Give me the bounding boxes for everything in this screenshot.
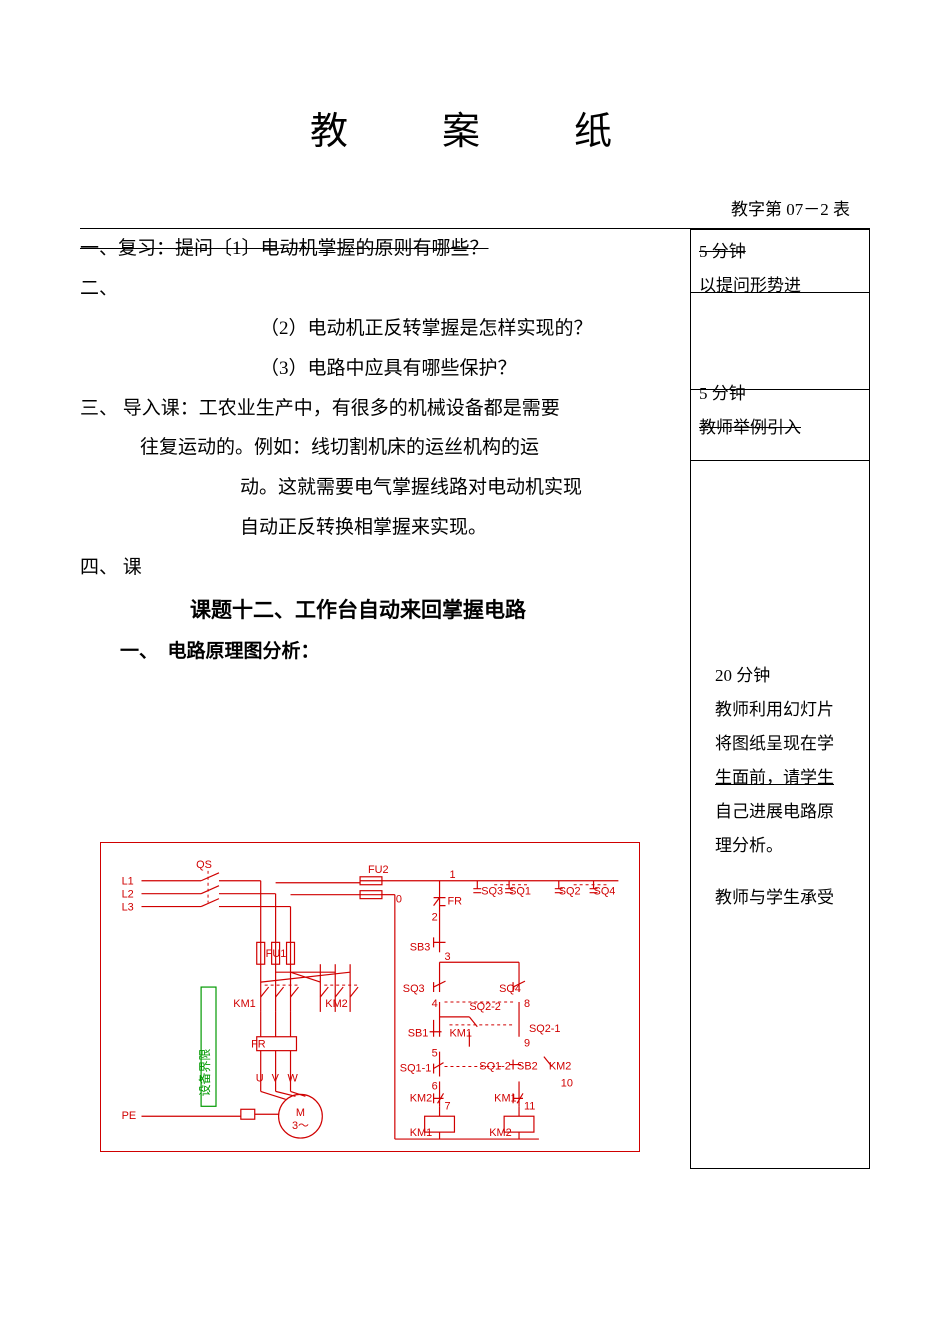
n0: 0 <box>396 894 402 906</box>
sq11-label: SQ1-1 <box>400 1063 432 1075</box>
u-label: U <box>256 1072 264 1084</box>
intro-line-4: 自动正反转换相掌握来实现。 <box>80 508 680 548</box>
content-wrap: 一、复习：提问〔1〕电动机掌握的原则有哪些？ 二、 （2）电动机正反转掌握是怎样… <box>80 228 870 1169</box>
l1-label: L1 <box>122 876 134 888</box>
n5: 5 <box>432 1048 438 1060</box>
n4: 4 <box>432 998 438 1010</box>
question-3: （3）电路中应具有哪些保护？ <box>80 349 680 389</box>
km2-coil-label: KM2 <box>489 1127 511 1139</box>
n2: 2 <box>432 911 438 923</box>
sq22-label: SQ2-2 <box>469 1001 501 1013</box>
sb2-label: SB2 <box>517 1061 538 1073</box>
n1: 1 <box>449 869 455 881</box>
intro-line-2: 往复运动的。例如：线切割机床的运丝机构的运 <box>80 428 680 468</box>
w-label: W <box>288 1072 299 1084</box>
sb1-label: SB1 <box>408 1028 429 1040</box>
sq4-label: SQ4 <box>594 886 616 898</box>
m3-label: 3～ <box>292 1120 309 1132</box>
num-4: 四、 课 <box>80 548 680 588</box>
review-heading: 一、复习：提问〔1〕电动机掌握的原则有哪些？ <box>80 229 680 269</box>
form-number: 教字第 07－2 表 <box>80 195 850 220</box>
n9: 9 <box>524 1038 530 1050</box>
sq2-label: SQ2 <box>559 886 581 898</box>
side-box-2 <box>690 389 870 461</box>
km1-coil-label: KM1 <box>410 1127 432 1139</box>
n11: 11 <box>524 1100 535 1112</box>
fr-main-label: FR <box>251 1039 266 1051</box>
pe-label: PE <box>122 1110 137 1122</box>
sq1-label: SQ1 <box>509 886 531 898</box>
km2-main-label: KM2 <box>325 998 347 1010</box>
sq3-label: SQ3 <box>481 886 503 898</box>
km1-aux-label: KM1 <box>449 1028 471 1040</box>
n6: 6 <box>432 1080 438 1092</box>
fr-ctrl-label: FR <box>447 896 462 908</box>
m-label: M <box>296 1107 305 1119</box>
side-column: 5 分钟 以提问形势进 5 分钟 教师举例引入 20 分钟 教师利用幻灯片 将图… <box>690 229 870 1169</box>
intro-line-3: 动。这就需要电气掌握线路对电动机实现 <box>80 468 680 508</box>
qs-label: QS <box>196 859 212 871</box>
l3-label: L3 <box>122 902 134 914</box>
side-note-3d: 自己进展电路原 <box>699 795 861 829</box>
km2-nc-label: KM2 <box>410 1092 432 1104</box>
question-2: （2）电动机正反转掌握是怎样实现的？ <box>80 309 680 349</box>
sb3-label: SB3 <box>410 941 431 953</box>
n8: 8 <box>524 998 530 1010</box>
fu2-label: FU2 <box>368 864 389 876</box>
l2-label: L2 <box>122 889 134 901</box>
review-text: 一、复习：提问〔1〕电动机掌握的原则有哪些？ <box>80 238 489 259</box>
side-note-3e: 理分析。 <box>699 829 861 863</box>
topic-title: 课题十二、工作台自动来回掌握电路 <box>80 588 680 632</box>
side-note-3b: 将图纸呈现在学 <box>699 727 861 761</box>
circuit-svg: 设备界限 L1 L2 L3 QS <box>101 843 639 1151</box>
intro-heading: 三、 导入课：工农业生产中，有很多的机械设备都是需要 <box>80 389 680 429</box>
side-note-3f: 教师与学生承受 <box>699 881 861 915</box>
page-title: 教 案 纸 <box>80 100 870 155</box>
side-note-3c: 生面前，请学生 <box>699 761 861 795</box>
num-2: 二、 <box>80 269 680 309</box>
n3: 3 <box>445 951 451 963</box>
sq3-nc-label: SQ3 <box>403 983 425 995</box>
n7: 7 <box>445 1100 451 1112</box>
sq21-label: SQ2-1 <box>529 1023 561 1035</box>
km1-main-label: KM1 <box>233 998 255 1010</box>
n10: 10 <box>561 1077 573 1089</box>
km2-aux-label: KM2 <box>549 1061 571 1073</box>
page: 教 案 纸 教字第 07－2 表 一、复习：提问〔1〕电动机掌握的原则有哪些？ … <box>0 0 950 1209</box>
side-time-3: 20 分钟 <box>699 659 861 693</box>
circuit-diagram: 设备界限 L1 L2 L3 QS <box>100 842 640 1152</box>
main-column: 一、复习：提问〔1〕电动机掌握的原则有哪些？ 二、 （2）电动机正反转掌握是怎样… <box>80 229 690 1169</box>
side-note-3a: 教师利用幻灯片 <box>699 693 861 727</box>
analysis-heading: 一、 电路原理图分析： <box>80 632 680 672</box>
side-box-1 <box>690 229 870 293</box>
v-label: V <box>272 1072 280 1084</box>
limit-label: 设备界限 <box>198 1049 212 1097</box>
